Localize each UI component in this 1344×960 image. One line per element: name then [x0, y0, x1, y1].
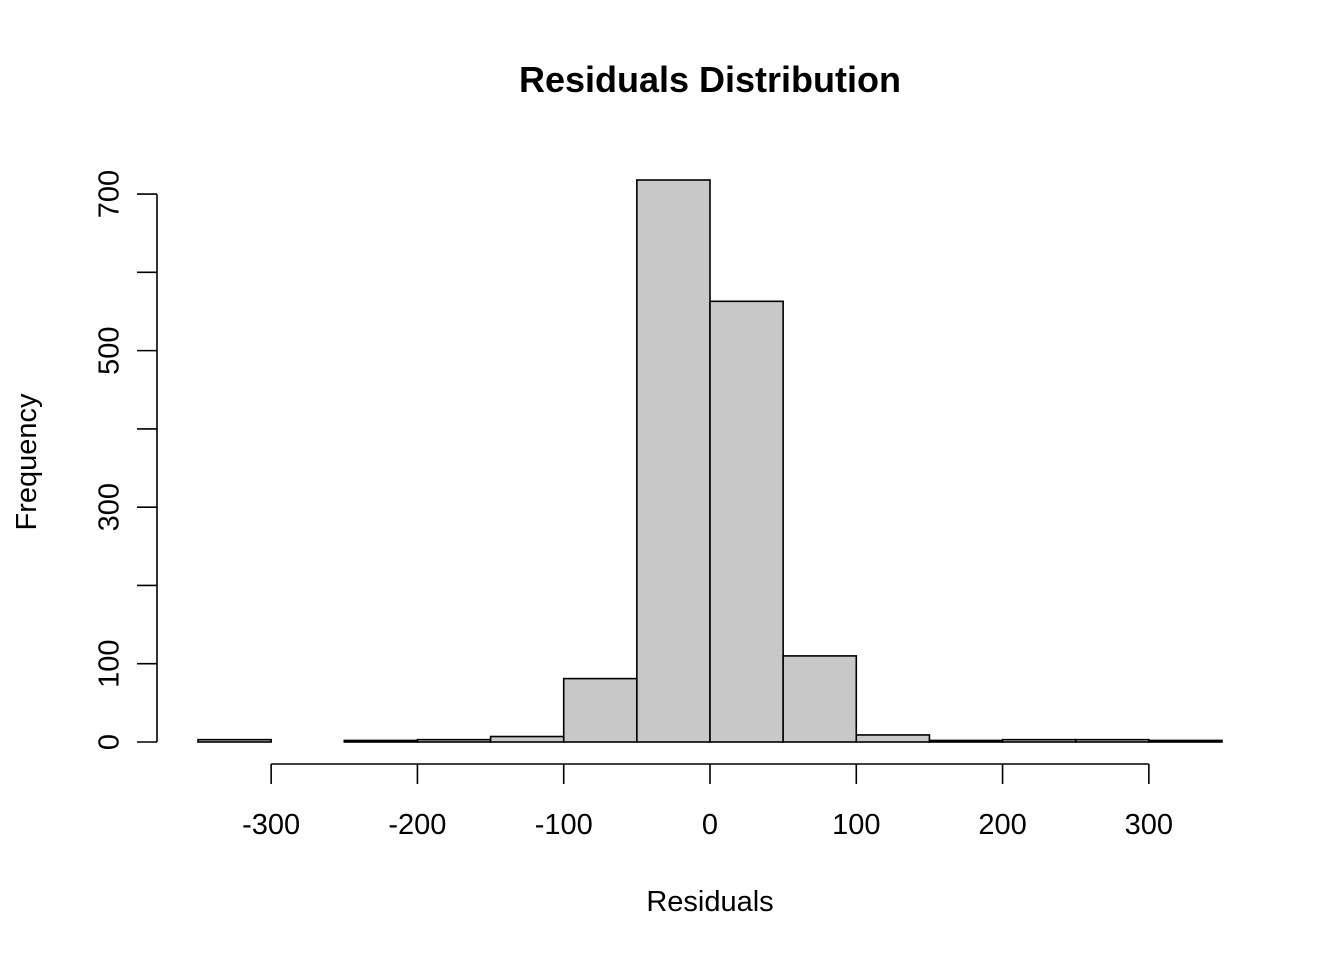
histogram-bars — [197, 179, 1223, 743]
y-tick-label: 300 — [94, 483, 126, 531]
histogram-bar-11 — [1001, 738, 1077, 743]
histogram-bar-6 — [636, 179, 711, 743]
x-axis-label: Residuals — [646, 886, 773, 918]
y-tick-label: 0 — [94, 734, 126, 750]
x-tick-label: 0 — [702, 809, 718, 841]
histogram-bar-3 — [416, 738, 492, 743]
histogram-bar-4 — [489, 735, 565, 743]
x-tick-label: -300 — [242, 809, 300, 841]
y-axis-label: Frequency — [11, 393, 43, 531]
x-tick-label: 300 — [1125, 809, 1173, 841]
histogram-bar-13 — [1148, 739, 1223, 743]
x-tick-label: 100 — [832, 809, 880, 841]
histogram-bar-2 — [343, 739, 419, 743]
x-tick-label: -100 — [535, 809, 593, 841]
histogram-bar-5 — [562, 677, 638, 743]
x-tick-label: 200 — [978, 809, 1026, 841]
histogram-bar-7 — [709, 300, 784, 743]
histogram-bar-8 — [782, 655, 858, 743]
histogram-bar-12 — [1074, 738, 1150, 743]
histogram-bar-10 — [928, 739, 1004, 743]
y-axis: 0 100 300 500 700 — [94, 170, 158, 750]
y-tick-label: 100 — [94, 640, 126, 688]
histogram-bar-0 — [197, 738, 272, 743]
histogram-bar-9 — [855, 734, 931, 743]
y-tick-label: 500 — [94, 326, 126, 374]
x-tick-label: -200 — [388, 809, 446, 841]
y-tick-label: 700 — [94, 170, 126, 218]
chart-title: Residuals Distribution — [519, 59, 901, 100]
x-axis: -300 -200 -100 0 100 200 300 — [242, 763, 1173, 841]
